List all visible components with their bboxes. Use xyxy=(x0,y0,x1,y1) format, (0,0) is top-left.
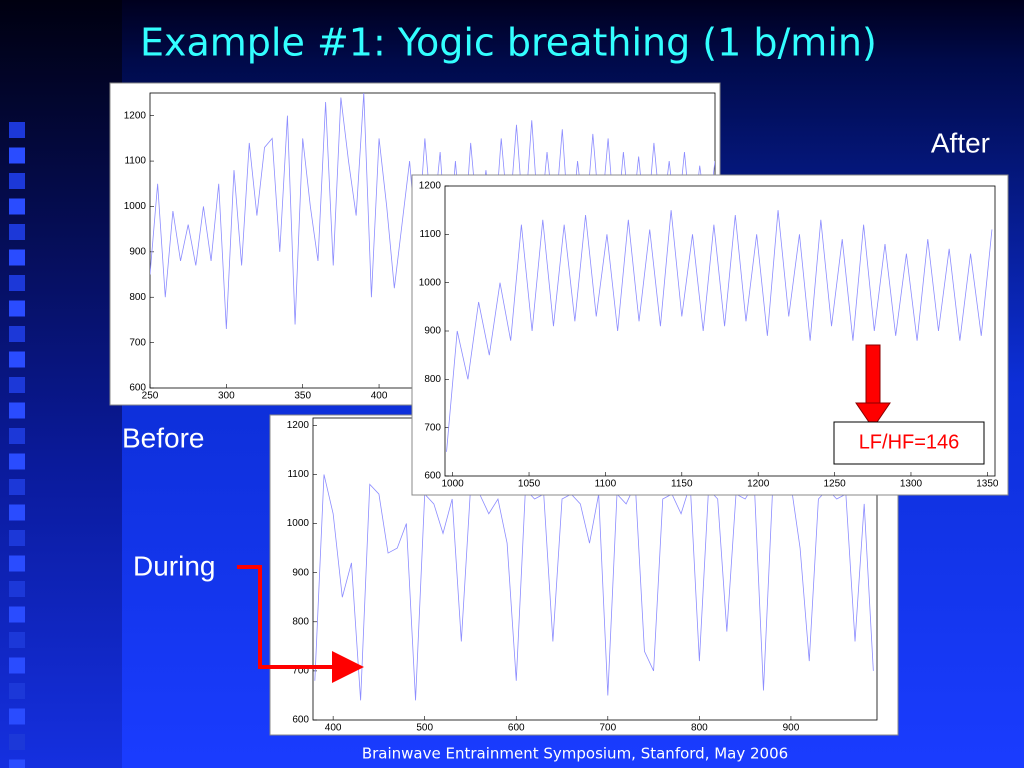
y-tick-label: 700 xyxy=(129,337,146,348)
square xyxy=(9,555,25,572)
y-tick-label: 1100 xyxy=(287,469,309,480)
y-tick-label: 700 xyxy=(424,422,441,433)
square xyxy=(9,606,25,623)
y-tick-label: 1100 xyxy=(419,229,441,240)
data-line xyxy=(446,210,993,452)
square xyxy=(9,530,25,546)
x-tick-label: 1100 xyxy=(595,479,617,490)
x-tick-label: 500 xyxy=(416,723,433,734)
square xyxy=(9,734,25,750)
y-tick-label: 800 xyxy=(129,292,146,303)
square xyxy=(9,122,25,138)
y-tick-label: 1000 xyxy=(287,518,310,529)
y-tick-label: 1000 xyxy=(124,201,147,212)
footer: Brainwave Entrainment Symposium, Stanfor… xyxy=(362,745,788,763)
square-column xyxy=(9,122,25,768)
square xyxy=(9,377,25,393)
slide-title: Example #1: Yogic breathing (1 b/min) xyxy=(140,21,877,65)
square xyxy=(9,479,25,495)
label-during: During xyxy=(133,550,215,581)
y-tick-label: 900 xyxy=(129,246,146,257)
square xyxy=(9,683,25,699)
x-tick-label: 700 xyxy=(599,723,616,734)
x-tick-label: 400 xyxy=(371,391,388,402)
y-tick-label: 1200 xyxy=(287,420,310,431)
y-tick-label: 1100 xyxy=(124,156,146,167)
x-tick-label: 600 xyxy=(508,723,525,734)
label-after: After xyxy=(931,127,990,158)
square xyxy=(9,657,25,674)
x-tick-label: 1250 xyxy=(823,479,846,490)
x-tick-label: 1000 xyxy=(442,479,465,490)
square xyxy=(9,708,25,725)
after-arrow xyxy=(855,344,891,429)
square xyxy=(9,198,25,215)
x-tick-label: 1350 xyxy=(976,479,999,490)
y-tick-label: 800 xyxy=(424,374,441,385)
square xyxy=(9,173,25,189)
square xyxy=(9,759,25,768)
square xyxy=(9,632,25,648)
y-tick-label: 600 xyxy=(292,715,309,726)
y-tick-label: 700 xyxy=(292,666,309,677)
square xyxy=(9,275,25,291)
square xyxy=(9,249,25,266)
x-tick-label: 1200 xyxy=(747,479,770,490)
x-tick-label: 1050 xyxy=(518,479,541,490)
y-tick-label: 1200 xyxy=(124,110,147,121)
x-tick-label: 300 xyxy=(218,391,235,402)
square xyxy=(9,453,25,470)
y-tick-label: 600 xyxy=(129,383,146,394)
y-tick-label: 1200 xyxy=(419,181,442,192)
y-tick-label: 1000 xyxy=(419,277,442,288)
x-tick-label: 1150 xyxy=(671,479,693,490)
y-tick-label: 900 xyxy=(292,567,309,578)
square xyxy=(9,402,25,419)
x-tick-label: 800 xyxy=(691,723,708,734)
square xyxy=(9,326,25,342)
during-arrow xyxy=(237,565,364,683)
x-tick-label: 400 xyxy=(325,723,342,734)
square xyxy=(9,300,25,317)
square xyxy=(9,224,25,240)
square xyxy=(9,504,25,521)
annotation-box xyxy=(833,421,985,465)
label-before: Before xyxy=(122,422,205,453)
square xyxy=(9,147,25,164)
y-tick-label: 800 xyxy=(292,616,309,627)
annotation: LF/HF=146 xyxy=(859,431,960,453)
y-tick-label: 600 xyxy=(424,471,441,482)
square xyxy=(9,581,25,597)
square xyxy=(9,351,25,368)
x-tick-label: 350 xyxy=(294,391,311,402)
y-tick-label: 900 xyxy=(424,326,441,337)
x-tick-label: 250 xyxy=(142,391,159,402)
square xyxy=(9,428,25,444)
x-tick-label: 1300 xyxy=(900,479,923,490)
x-tick-label: 900 xyxy=(783,723,800,734)
